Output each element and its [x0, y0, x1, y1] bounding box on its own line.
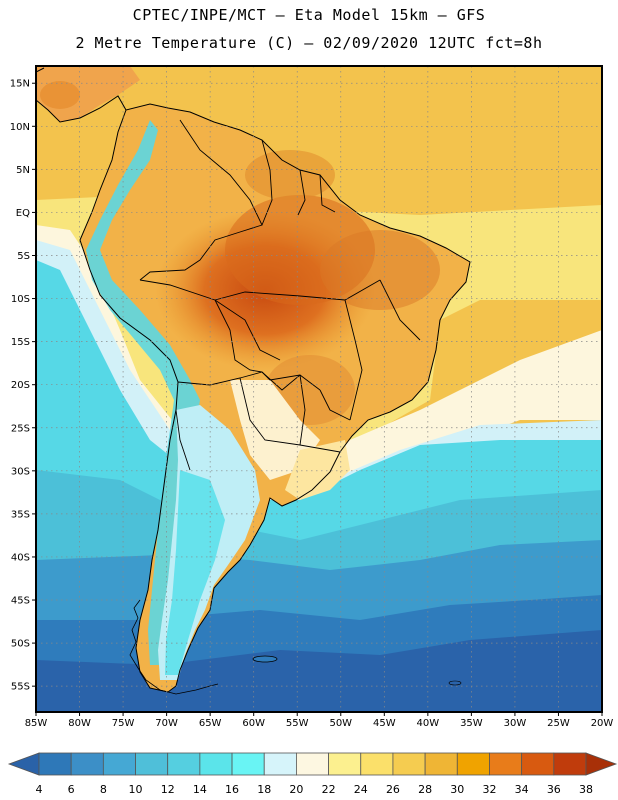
colorbar-label: 20 — [289, 783, 303, 796]
colorbar-label: 32 — [482, 783, 496, 796]
lat-tick-label: 30S — [11, 466, 30, 477]
longitude-axis: 85W 80W 75W 70W 65W 60W 55W 50W 45W 40W 35W 30W 25W 2… — [25, 712, 614, 729]
colorbar-label: 4 — [36, 783, 43, 796]
lat-tick-label: 15N — [10, 79, 30, 90]
colorbar-label: 18 — [257, 783, 271, 796]
title-line-2: 2 Metre Temperature (C) – 02/09/2020 12U… — [75, 34, 543, 52]
colorbar-cell — [328, 752, 362, 776]
colorbar-label: 38 — [579, 783, 593, 796]
title-line-1: CPTEC/INPE/MCT – Eta Model 15km – GFS — [132, 6, 486, 24]
lat-tick-label: 15S — [11, 337, 30, 348]
colorbar-cell — [456, 752, 490, 776]
lat-tick-label: 35S — [11, 509, 30, 520]
lon-tick-label: 65W — [199, 718, 222, 729]
lat-tick-label: 50S — [11, 639, 30, 650]
warm-guianas — [245, 150, 335, 200]
colorbar-cell — [263, 752, 297, 776]
colorbar-cell — [38, 752, 72, 776]
colorbar-label: 16 — [225, 783, 239, 796]
colorbar-cell — [167, 752, 201, 776]
lon-tick-label: 75W — [112, 718, 135, 729]
lon-tick-label: 25W — [547, 718, 570, 729]
lat-tick-label: 10N — [10, 122, 30, 133]
lat-tick-label: EQ — [16, 208, 30, 219]
falkland-islands — [252, 655, 278, 663]
lon-tick-label: 60W — [242, 718, 265, 729]
colorbar-cell — [296, 752, 329, 776]
lat-tick-label: 5S — [17, 251, 30, 262]
lon-tick-label: 45W — [373, 718, 396, 729]
lat-tick-label: 55S — [11, 682, 30, 693]
colorbar-cell — [553, 752, 587, 776]
colorbar-label: 12 — [161, 783, 175, 796]
map-plot-area — [36, 66, 602, 712]
central-america-hot — [40, 81, 80, 109]
colorbar-label: 30 — [450, 783, 464, 796]
colorbar-cell — [489, 752, 523, 776]
lon-tick-label: 50W — [329, 718, 352, 729]
pale-area-paraguay — [230, 380, 320, 480]
coastline — [79, 103, 471, 693]
lon-tick-label: 85W — [25, 718, 48, 729]
colorbar-cell — [102, 752, 136, 776]
lon-tick-label: 70W — [155, 718, 178, 729]
lon-tick-label: 35W — [460, 718, 483, 729]
colorbar-cell — [70, 752, 104, 776]
lat-tick-label: 20S — [11, 380, 30, 391]
lat-tick-label: 40S — [11, 552, 30, 563]
lon-tick-label: 80W — [68, 718, 91, 729]
map-frame — [35, 65, 603, 713]
lon-tick-label: 40W — [417, 718, 440, 729]
chile-archipelago — [129, 599, 219, 695]
colorbar-label: 6 — [68, 783, 75, 796]
colorbar-label: 34 — [515, 783, 529, 796]
colorbar — [7, 752, 618, 776]
lat-tick-label: 45S — [11, 596, 30, 607]
lat-tick-label: 5N — [16, 165, 30, 176]
colorbar-cell — [199, 752, 233, 776]
colorbar-arrow-low — [7, 752, 40, 776]
lon-tick-label: 30W — [504, 718, 527, 729]
colorbar-label: 36 — [547, 783, 561, 796]
colorbar-label: 22 — [322, 783, 336, 796]
colorbar-label: 10 — [129, 783, 143, 796]
colorbar-cell — [424, 752, 458, 776]
colorbar-label: 8 — [100, 783, 107, 796]
colorbar-cell — [392, 752, 426, 776]
colorbar-label: 24 — [354, 783, 368, 796]
colorbar-cell — [360, 752, 394, 776]
colorbar-label: 26 — [386, 783, 400, 796]
lon-tick-label: 20W — [591, 718, 614, 729]
hot-core-northeast — [320, 230, 440, 310]
lat-tick-label: 10S — [11, 294, 30, 305]
colorbar-cell — [231, 752, 265, 776]
country-borders — [139, 119, 421, 471]
colorbar-label: 14 — [193, 783, 207, 796]
colorbar-labels: 4 6 8 10 12 14 16 18 20 22 24 26 28 30 32 34 36 38 — [36, 783, 594, 796]
lat-tick-label: 25S — [11, 423, 30, 434]
ocean-6-band — [36, 630, 602, 712]
uruguay-area — [285, 440, 350, 500]
latitude-axis: 15N 10N 5N EQ 5S 10S 15S 20S 25S 30S 35S 40S 45S 50S 5… — [10, 79, 36, 693]
central-america-coast — [36, 67, 127, 123]
colorbar-arrow-high — [585, 752, 618, 776]
colorbar-label: 28 — [418, 783, 432, 796]
colorbar-cell — [521, 752, 555, 776]
south-georgia — [448, 680, 462, 686]
andes-cold-strip — [86, 120, 200, 665]
colorbar-cell — [135, 752, 169, 776]
lon-tick-label: 55W — [286, 718, 309, 729]
